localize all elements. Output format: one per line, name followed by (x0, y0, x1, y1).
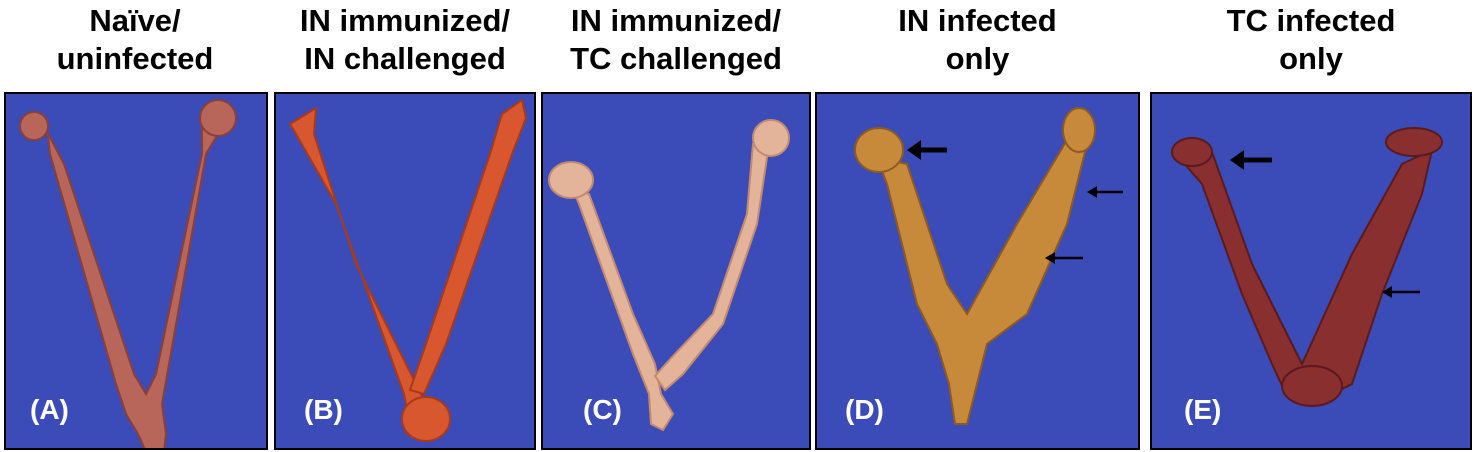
uterus-c-ovary-right (752, 119, 790, 157)
panel-d-title-line1: IN infected (898, 3, 1057, 38)
arrow-e-ovary (1230, 150, 1272, 170)
panel-b-title: IN immunized/ IN challenged (272, 2, 538, 78)
uterus-d-body (875, 138, 1089, 425)
uterus-c-horn-right (653, 143, 771, 392)
panel-b-image: (B) (274, 92, 536, 450)
uterus-a-ovary-right (199, 99, 237, 137)
panel-a-title: Naïve/ uninfected (0, 2, 270, 78)
panel-e-title: TC infected only (1150, 2, 1472, 78)
uterus-c-illustration (548, 119, 790, 432)
uterus-d-illustration (854, 107, 1123, 425)
uterus-e-cervix (1281, 365, 1343, 407)
panel-e-label: (E) (1184, 394, 1222, 425)
panel-e-title-line2: only (1279, 41, 1343, 76)
uterus-b-illustration (288, 98, 528, 442)
uterus-c-ovary-left (548, 161, 594, 199)
panel-c-title: IN immunized/ TC challenged (540, 2, 812, 78)
uterus-c-body (571, 188, 675, 432)
arrow-d-ovary (907, 140, 947, 160)
panel-c-image: (C) (541, 92, 811, 450)
arrow-d-horn-upper (1087, 186, 1123, 198)
uterus-e-illustration (1171, 127, 1443, 407)
uterus-a-ovary-left (19, 111, 49, 141)
uterus-d-ovary-right (1062, 107, 1096, 153)
panel-b-title-line2: IN challenged (304, 41, 506, 76)
panel-c-title-line2: TC challenged (570, 41, 782, 76)
panel-a-label: (A) (30, 394, 69, 425)
uterus-d-ovary-left (854, 127, 904, 173)
panel-d-title: IN infected only (815, 2, 1140, 78)
panel-a-title-line2: uninfected (56, 41, 214, 76)
panel-d-label: (D) (845, 394, 884, 425)
arrow-e-horn (1382, 286, 1420, 298)
arrow-d-horn-lower (1045, 252, 1083, 264)
uterus-e-ovary-right (1385, 127, 1443, 157)
panel-b-title-line1: IN immunized/ (299, 3, 511, 38)
panel-e-title-line1: TC infected (1226, 3, 1396, 38)
panel-c-label: (C) (583, 394, 622, 425)
uterus-b-cervix (401, 396, 451, 442)
panel-c-title-line1: IN immunized/ (570, 3, 782, 38)
uterus-e-body (1173, 148, 1434, 395)
panel-a-title-line1: Naïve/ (89, 3, 181, 38)
panel-d-image: (D) (815, 92, 1140, 450)
uterus-a-illustration (19, 99, 237, 448)
uterus-a-body (27, 102, 230, 448)
panel-e-image: (E) (1150, 92, 1472, 450)
uterus-e-ovary-left (1171, 137, 1213, 167)
panel-a-image: (A) (4, 92, 268, 450)
panel-d-title-line2: only (945, 41, 1010, 76)
panel-b-label: (B) (304, 394, 343, 425)
uterus-b-horn-right (408, 98, 528, 396)
